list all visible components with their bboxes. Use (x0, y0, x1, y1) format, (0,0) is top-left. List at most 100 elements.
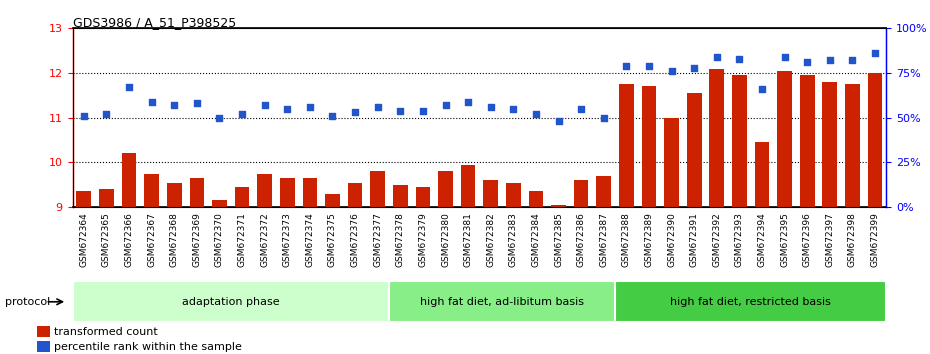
Bar (642, 86, 657, 207)
Point (144, 99, 159, 104)
Text: GSM672374: GSM672374 (305, 212, 314, 267)
Bar (144, 173, 159, 207)
Bar (37, 326, 49, 337)
Text: GSM672370: GSM672370 (215, 212, 224, 267)
Text: GSM672390: GSM672390 (667, 212, 676, 267)
Bar (822, 82, 837, 207)
Text: GSM672369: GSM672369 (193, 212, 202, 267)
Text: GSM672384: GSM672384 (531, 212, 540, 267)
Text: GSM672371: GSM672371 (237, 212, 246, 267)
Bar (484, 180, 498, 207)
Point (234, 111, 249, 117)
Point (686, 65, 701, 70)
Text: GSM672396: GSM672396 (803, 212, 812, 267)
Text: GSM672379: GSM672379 (418, 212, 428, 267)
Point (754, 86, 769, 92)
Bar (754, 142, 769, 207)
Bar (100, 189, 113, 207)
Point (76, 113, 91, 119)
Point (166, 102, 181, 108)
Bar (506, 183, 521, 207)
Bar (416, 187, 431, 207)
Text: high fat diet, ad-libitum basis: high fat diet, ad-libitum basis (420, 297, 584, 307)
Point (664, 68, 679, 74)
Point (596, 115, 611, 121)
Text: GSM672377: GSM672377 (373, 212, 382, 267)
Bar (664, 118, 679, 207)
Text: high fat diet, restricted basis: high fat diet, restricted basis (671, 297, 831, 307)
Bar (370, 171, 385, 207)
Text: GSM672365: GSM672365 (102, 212, 111, 267)
Text: GSM672392: GSM672392 (712, 212, 722, 267)
Bar (574, 180, 589, 207)
Text: GSM672381: GSM672381 (464, 212, 472, 267)
Text: GSM672387: GSM672387 (599, 212, 608, 267)
Bar (122, 154, 137, 207)
Bar (389, 281, 615, 322)
Bar (438, 171, 453, 207)
Bar (460, 165, 475, 207)
Bar (326, 194, 339, 207)
Point (528, 111, 543, 117)
Point (800, 59, 815, 65)
Bar (800, 75, 815, 207)
Bar (393, 185, 407, 207)
Text: GSM672364: GSM672364 (79, 212, 88, 267)
Text: GSM672383: GSM672383 (509, 212, 518, 267)
Text: GSM672394: GSM672394 (757, 212, 766, 267)
Text: GSM672382: GSM672382 (486, 212, 495, 267)
Bar (258, 173, 272, 207)
Bar (777, 71, 792, 207)
Point (438, 102, 453, 108)
Text: transformed count: transformed count (54, 327, 158, 337)
Bar (551, 205, 565, 207)
Point (302, 104, 317, 110)
Point (348, 109, 363, 115)
Text: GSM672367: GSM672367 (147, 212, 156, 267)
Text: GSM672388: GSM672388 (622, 212, 631, 267)
Point (822, 58, 837, 63)
Text: percentile rank within the sample: percentile rank within the sample (54, 342, 242, 352)
Text: GSM672393: GSM672393 (735, 212, 744, 267)
Point (99, 111, 113, 117)
Point (416, 108, 431, 113)
Bar (37, 341, 49, 353)
Bar (732, 75, 747, 207)
Point (551, 119, 566, 124)
Text: GSM672368: GSM672368 (170, 212, 179, 267)
Text: GSM672380: GSM672380 (441, 212, 450, 267)
Point (460, 99, 475, 104)
Bar (166, 183, 181, 207)
Point (642, 63, 657, 69)
Point (574, 106, 589, 112)
Text: GSM672385: GSM672385 (554, 212, 563, 267)
Point (484, 104, 498, 110)
Bar (212, 200, 227, 207)
Text: adaptation phase: adaptation phase (182, 297, 280, 307)
Point (392, 108, 407, 113)
Bar (619, 84, 633, 207)
Point (190, 101, 205, 106)
Bar (528, 192, 543, 207)
Point (506, 106, 521, 112)
Text: GSM672389: GSM672389 (644, 212, 654, 267)
Bar (710, 69, 724, 207)
Text: GDS3986 / A_51_P398525: GDS3986 / A_51_P398525 (73, 16, 236, 29)
Text: GSM672373: GSM672373 (283, 212, 292, 267)
Bar (302, 178, 317, 207)
Text: GSM672366: GSM672366 (125, 212, 134, 267)
Point (258, 102, 272, 108)
Bar (76, 192, 91, 207)
Bar (280, 178, 295, 207)
Bar (596, 176, 611, 207)
Point (370, 104, 385, 110)
Bar (234, 187, 249, 207)
Bar (868, 73, 883, 207)
Bar (73, 281, 389, 322)
Point (710, 54, 724, 60)
Text: GSM672395: GSM672395 (780, 212, 789, 267)
Bar (687, 93, 701, 207)
Bar (615, 281, 886, 322)
Bar (348, 183, 363, 207)
Text: GSM672376: GSM672376 (351, 212, 360, 267)
